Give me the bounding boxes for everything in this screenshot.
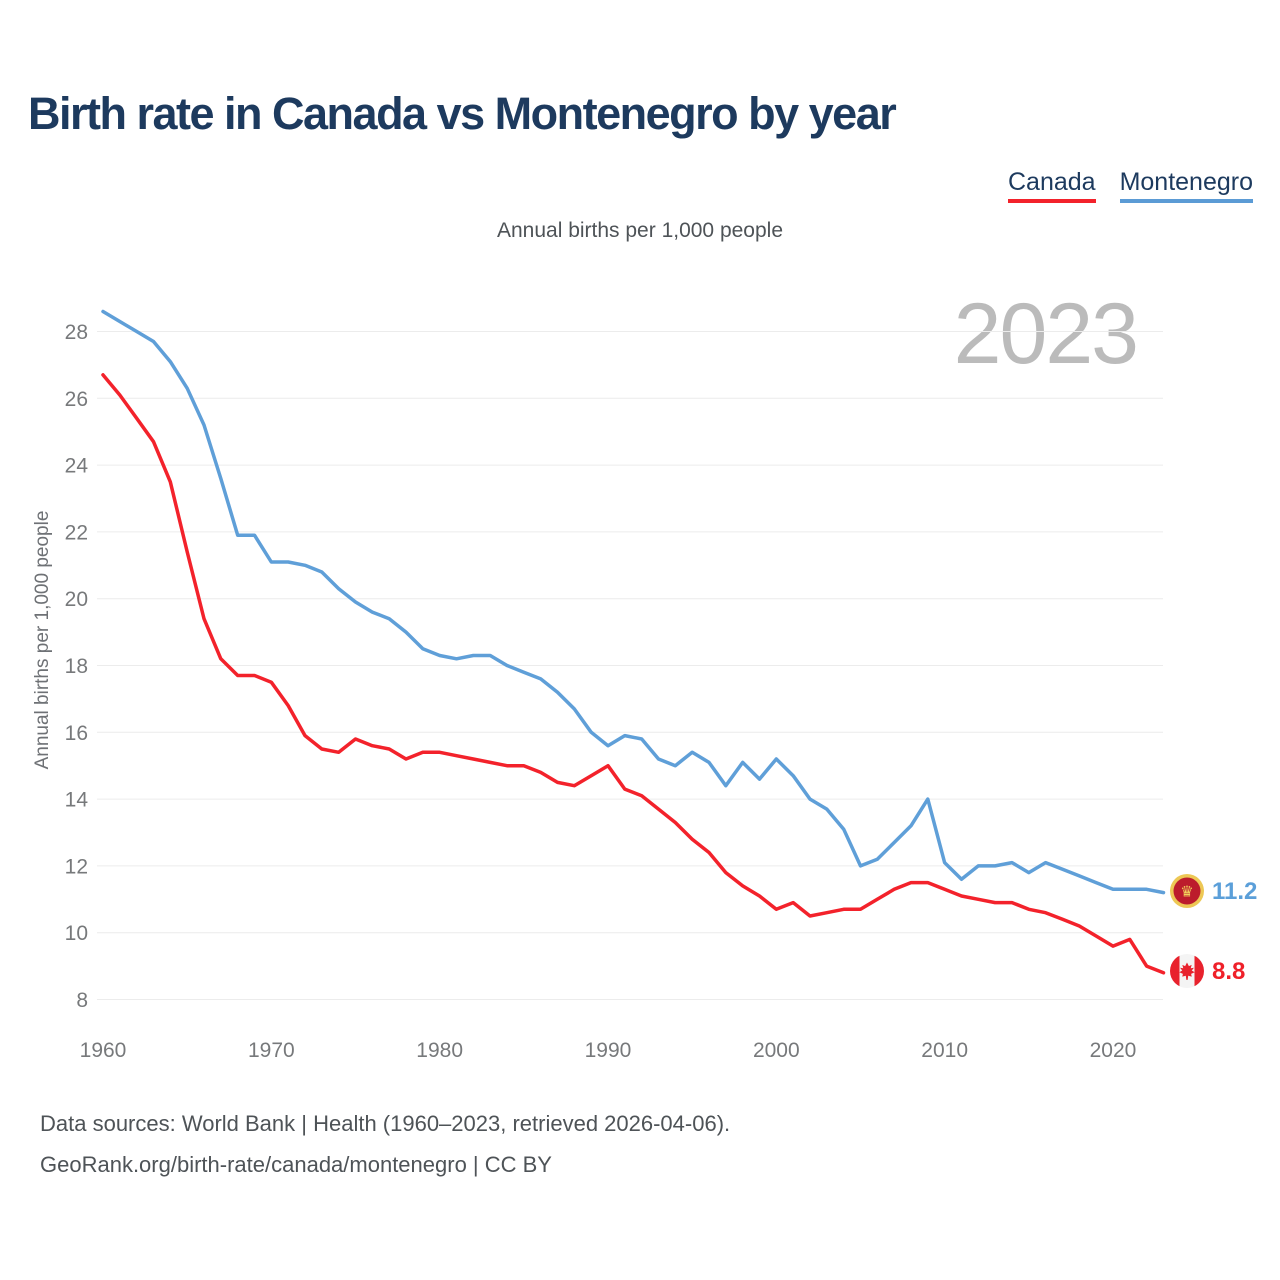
x-tick-label-1960: 1960 <box>80 1039 127 1062</box>
canada-end-value: 8.8 <box>1212 958 1245 985</box>
x-tick-label-1980: 1980 <box>416 1039 463 1062</box>
x-tick-label-2010: 2010 <box>921 1039 968 1062</box>
footer: Data sources: World Bank | Health (1960–… <box>40 1103 730 1185</box>
legend: Canada Montenegro <box>1007 168 1253 203</box>
canada-flag-right-bar <box>1194 954 1204 988</box>
canada-flag-left-bar <box>1170 954 1180 988</box>
y-tick-label-12: 12 <box>65 855 88 878</box>
footer-attribution: GeoRank.org/birth-rate/canada/montenegro… <box>40 1152 552 1177</box>
montenegro-eagle-glyph: ♛ <box>1180 884 1193 901</box>
year-watermark: 2023 <box>953 286 1139 382</box>
y-tick-label-28: 28 <box>65 321 88 344</box>
page-title: Birth rate in Canada vs Montenegro by ye… <box>28 88 897 139</box>
y-tick-label-20: 20 <box>65 588 88 611</box>
y-tick-label-10: 10 <box>65 922 88 945</box>
y-tick-label-8: 8 <box>76 989 88 1012</box>
grid-layer <box>97 331 1163 1000</box>
x-tick-label-2000: 2000 <box>753 1039 800 1062</box>
y-axis-ticks: 8 10 12 14 16 18 20 22 24 26 28 <box>65 321 89 1012</box>
montenegro-flag-field <box>1173 877 1201 905</box>
series-layer <box>101 309 1166 975</box>
y-tick-label-22: 22 <box>65 521 88 544</box>
x-axis-ticks: 1960 1970 1980 1990 2000 2010 2020 <box>80 1039 1137 1062</box>
y-tick-label-16: 16 <box>65 722 88 745</box>
x-tick-label-2020: 2020 <box>1090 1039 1137 1062</box>
footer-sources: Data sources: World Bank | Health (1960–… <box>40 1111 731 1136</box>
y-tick-label-14: 14 <box>65 789 89 812</box>
y-tick-label-26: 26 <box>65 388 88 411</box>
montenegro-end-value: 11.2 <box>1212 878 1257 905</box>
legend-item-montenegro[interactable]: Montenegro <box>1119 168 1253 203</box>
x-tick-label-1970: 1970 <box>248 1039 295 1062</box>
canada-flag-icon <box>1170 954 1204 988</box>
legend-item-canada[interactable]: Canada <box>1007 168 1096 203</box>
x-tick-label-1990: 1990 <box>585 1039 632 1062</box>
maple-leaf-icon <box>1179 962 1195 980</box>
y-tick-label-18: 18 <box>65 655 88 678</box>
y-tick-label-24: 24 <box>65 455 89 478</box>
montenegro-flag-icon: ♛ <box>1170 874 1204 908</box>
montenegro-line <box>101 309 1166 895</box>
canada-line <box>101 373 1166 975</box>
chart-subtitle: Annual births per 1,000 people <box>496 219 784 242</box>
